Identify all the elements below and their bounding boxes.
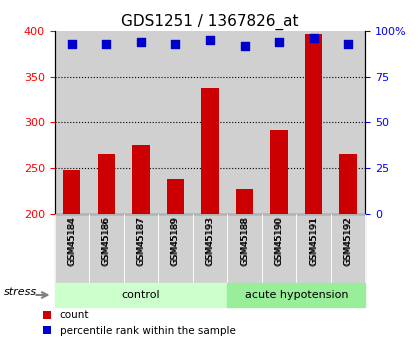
Bar xyxy=(132,145,150,214)
Bar xyxy=(55,31,89,214)
Text: GSM45190: GSM45190 xyxy=(275,216,284,265)
Bar xyxy=(297,31,331,214)
Text: stress: stress xyxy=(4,287,37,296)
Text: GSM45189: GSM45189 xyxy=(171,216,180,265)
Text: GSM45188: GSM45188 xyxy=(240,216,249,265)
Bar xyxy=(305,34,322,214)
Point xyxy=(138,39,144,45)
Text: control: control xyxy=(122,290,160,300)
Text: GSM45186: GSM45186 xyxy=(102,217,111,266)
Bar xyxy=(158,31,193,214)
Bar xyxy=(167,179,184,214)
Text: GSM45189: GSM45189 xyxy=(171,217,180,266)
Point xyxy=(207,37,213,43)
Bar xyxy=(201,88,219,214)
Bar xyxy=(98,155,115,214)
Bar xyxy=(331,31,365,214)
Bar xyxy=(270,130,288,214)
Point xyxy=(103,41,110,47)
Text: GSM45186: GSM45186 xyxy=(102,216,111,265)
Text: GSM45193: GSM45193 xyxy=(205,216,215,265)
Text: GSM45191: GSM45191 xyxy=(309,216,318,265)
Text: GSM45187: GSM45187 xyxy=(136,217,145,266)
Point xyxy=(68,41,75,47)
Bar xyxy=(227,31,262,214)
Point xyxy=(276,39,282,45)
Text: GSM45193: GSM45193 xyxy=(205,217,215,266)
Title: GDS1251 / 1367826_at: GDS1251 / 1367826_at xyxy=(121,13,299,30)
Text: GSM45190: GSM45190 xyxy=(275,217,284,266)
Text: GSM45192: GSM45192 xyxy=(344,216,353,265)
Bar xyxy=(262,31,297,214)
Bar xyxy=(63,170,81,214)
Text: GSM45191: GSM45191 xyxy=(309,217,318,266)
Point xyxy=(172,41,179,47)
Text: GSM45192: GSM45192 xyxy=(344,217,353,266)
Bar xyxy=(236,189,253,214)
Legend: count, percentile rank within the sample: count, percentile rank within the sample xyxy=(39,306,240,340)
Text: GSM45184: GSM45184 xyxy=(67,217,76,266)
Point xyxy=(345,41,352,47)
Bar xyxy=(339,155,357,214)
Point xyxy=(310,36,317,41)
Text: GSM45188: GSM45188 xyxy=(240,217,249,266)
Point xyxy=(241,43,248,48)
Bar xyxy=(89,31,123,214)
Text: acute hypotension: acute hypotension xyxy=(244,290,348,300)
Bar xyxy=(193,31,227,214)
Bar xyxy=(123,31,158,214)
Text: GSM45184: GSM45184 xyxy=(67,216,76,265)
Text: GSM45187: GSM45187 xyxy=(136,216,145,265)
